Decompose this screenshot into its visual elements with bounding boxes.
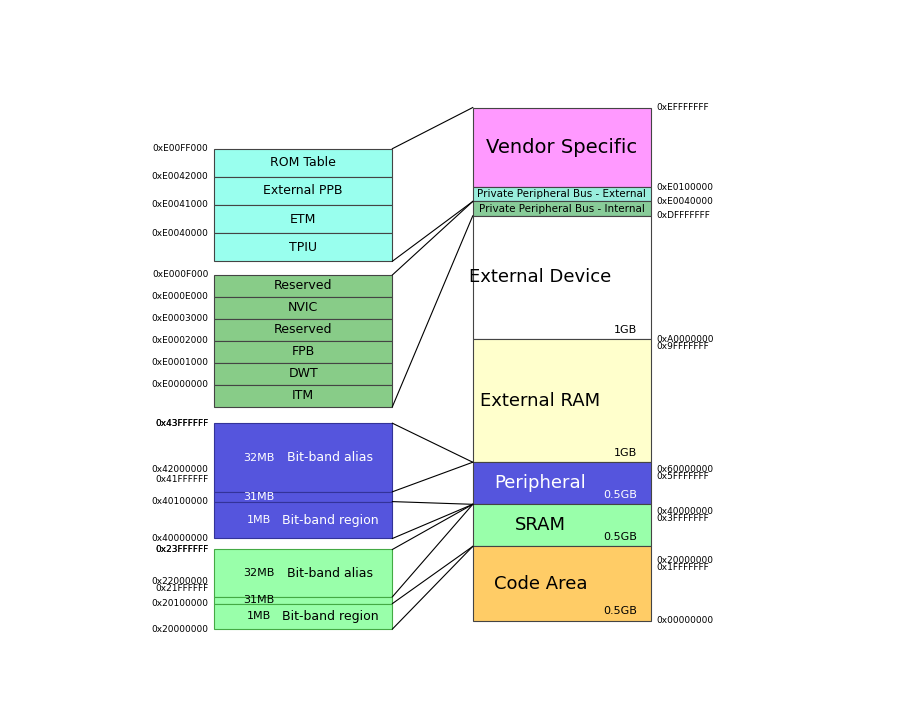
Text: 1MB: 1MB [246, 515, 271, 525]
Bar [473, 202, 651, 216]
Bar [214, 550, 392, 597]
Text: 0xE000F000: 0xE000F000 [152, 270, 208, 279]
Text: 0xE0003000: 0xE0003000 [152, 314, 208, 324]
Text: 0x22000000: 0x22000000 [152, 578, 208, 586]
Text: 0x60000000: 0x60000000 [657, 465, 713, 474]
Text: 0xE0002000: 0xE0002000 [152, 337, 208, 345]
Text: 0xE0001000: 0xE0001000 [152, 359, 208, 367]
Text: 32MB: 32MB [243, 453, 274, 463]
Text: 1MB: 1MB [246, 611, 271, 621]
Bar [473, 216, 651, 339]
Text: 1GB: 1GB [613, 448, 637, 458]
Text: NVIC: NVIC [288, 302, 318, 314]
Text: 0x3FFFFFFF: 0x3FFFFFFF [657, 514, 709, 523]
Bar [214, 297, 392, 319]
Text: 0xE00FF000: 0xE00FF000 [152, 144, 208, 153]
Bar [473, 108, 651, 187]
Text: ITM: ITM [292, 389, 314, 402]
Text: 32MB: 32MB [243, 568, 274, 578]
Text: External Device: External Device [469, 268, 612, 287]
Bar [214, 363, 392, 385]
Text: 0x1FFFFFFF: 0x1FFFFFFF [657, 563, 709, 573]
Text: 0x23FFFFFF: 0x23FFFFFF [155, 545, 208, 554]
Bar [214, 597, 392, 604]
Text: External RAM: External RAM [481, 391, 601, 410]
Text: 0xE000E000: 0xE000E000 [152, 292, 208, 302]
Bar [214, 149, 392, 177]
Text: External PPB: External PPB [263, 185, 343, 198]
Bar [473, 546, 651, 621]
Text: Bit-band region: Bit-band region [281, 610, 378, 623]
Text: 0xA0000000: 0xA0000000 [657, 334, 714, 344]
Text: 0x20000000: 0x20000000 [657, 556, 713, 565]
Text: Vendor Specific: Vendor Specific [486, 138, 638, 157]
Text: 0x00000000: 0x00000000 [657, 616, 713, 625]
Text: 0.5GB: 0.5GB [603, 490, 637, 500]
Text: DWT: DWT [289, 367, 318, 380]
Text: 0x20000000: 0x20000000 [152, 625, 208, 634]
Text: 1GB: 1GB [613, 324, 637, 334]
Text: 0x40000000: 0x40000000 [152, 534, 208, 543]
Text: 0xE0100000: 0xE0100000 [657, 183, 713, 192]
Text: 0.5GB: 0.5GB [603, 607, 637, 617]
Bar [214, 341, 392, 363]
Text: SRAM: SRAM [515, 516, 566, 534]
Text: Bit-band alias: Bit-band alias [287, 451, 373, 464]
Text: 0x5FFFFFFF: 0x5FFFFFFF [657, 472, 709, 481]
Text: 0x42000000: 0x42000000 [152, 466, 208, 474]
Text: 0xE0040000: 0xE0040000 [657, 197, 713, 206]
Bar [473, 504, 651, 546]
Bar [214, 424, 392, 492]
Text: 0x43FFFFFF: 0x43FFFFFF [155, 419, 208, 428]
Text: Code Area: Code Area [493, 575, 587, 593]
Text: Bit-band region: Bit-band region [281, 513, 378, 526]
Bar [214, 604, 392, 629]
Text: 0x40000000: 0x40000000 [657, 507, 713, 516]
Text: 0x21FFFFFF: 0x21FFFFFF [155, 584, 208, 593]
Bar [473, 339, 651, 462]
Text: Bit-band alias: Bit-band alias [287, 567, 373, 580]
Text: 31MB: 31MB [243, 492, 274, 502]
Text: Private Peripheral Bus - Internal: Private Peripheral Bus - Internal [479, 204, 645, 214]
Bar [214, 319, 392, 341]
Text: 0xE0000000: 0xE0000000 [152, 380, 208, 389]
Text: 0x9FFFFFFF: 0x9FFFFFFF [657, 342, 709, 351]
Text: 0xDFFFFFFF: 0xDFFFFFFF [657, 211, 711, 220]
Text: TPIU: TPIU [290, 241, 318, 254]
Bar [473, 462, 651, 504]
Bar [473, 187, 651, 202]
Bar [214, 233, 392, 261]
Bar [214, 177, 392, 205]
Text: ROM Table: ROM Table [271, 156, 336, 169]
Text: 0xEFFFFFFF: 0xEFFFFFFF [657, 103, 709, 112]
Text: 31MB: 31MB [243, 595, 274, 605]
Text: 0x41FFFFFF: 0x41FFFFFF [155, 475, 208, 484]
Text: 0x23FFFFFF: 0x23FFFFFF [155, 545, 208, 554]
Bar [214, 502, 392, 538]
Text: 0.5GB: 0.5GB [603, 532, 637, 542]
Text: FPB: FPB [291, 345, 315, 359]
Text: 0x40100000: 0x40100000 [152, 497, 208, 506]
Text: 0x43FFFFFF: 0x43FFFFFF [155, 419, 208, 428]
Text: 0x20100000: 0x20100000 [152, 599, 208, 608]
Text: 0xE0040000: 0xE0040000 [152, 229, 208, 237]
Bar [214, 275, 392, 297]
Text: Peripheral: Peripheral [494, 474, 586, 492]
Text: Reserved: Reserved [274, 279, 333, 292]
Text: Reserved: Reserved [274, 324, 333, 337]
Bar [214, 385, 392, 406]
Text: 0xE0042000: 0xE0042000 [152, 173, 208, 181]
Text: 0xE0041000: 0xE0041000 [152, 200, 208, 210]
Text: ETM: ETM [290, 212, 317, 225]
Bar [214, 492, 392, 502]
Bar [214, 205, 392, 233]
Text: Private Peripheral Bus - External: Private Peripheral Bus - External [477, 189, 647, 199]
